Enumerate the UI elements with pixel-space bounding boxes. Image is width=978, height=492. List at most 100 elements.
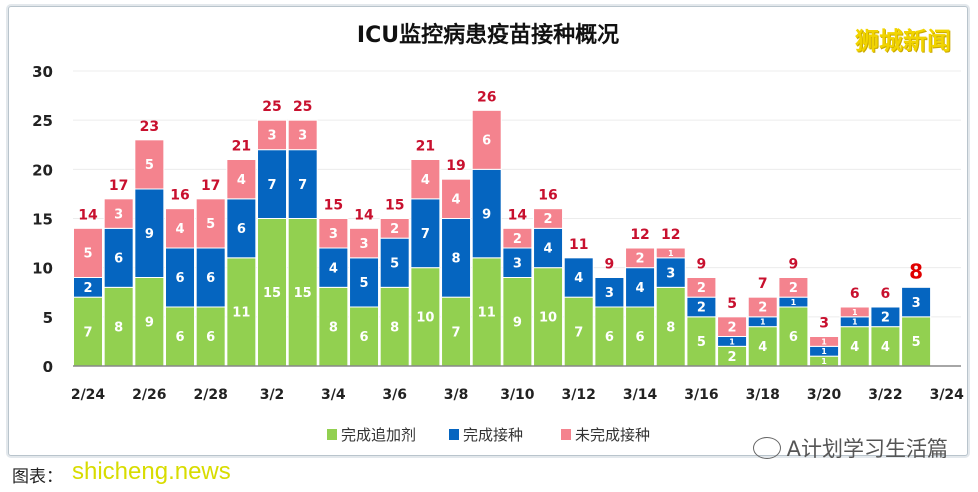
legend-label: 未完成接种	[575, 426, 650, 444]
segment-label: 7	[421, 227, 430, 242]
bar-segment-3/21-2	[839, 306, 870, 318]
x-tick-label: 3/14	[623, 387, 658, 403]
bar-segment-3/18-2	[747, 296, 778, 318]
segment-label: 7	[298, 178, 307, 193]
bar-segment-3/20-2	[809, 336, 840, 347]
segment-label: 3	[605, 286, 614, 301]
segment-label: 5	[83, 247, 92, 262]
x-tick-label: 2/28	[194, 387, 228, 403]
segment-label: 9	[145, 315, 154, 330]
segment-label: 4	[452, 193, 461, 208]
bar-segment-2/25-2	[103, 198, 134, 229]
segment-label: 3	[114, 207, 123, 222]
bar-segment-3/22-0	[870, 326, 901, 367]
segment-label: 4	[544, 242, 553, 257]
total-label: 11	[569, 237, 588, 253]
bar-segment-3/14-0	[625, 306, 656, 367]
segment-label: 2	[789, 281, 798, 296]
x-tick-label: 3/10	[500, 387, 535, 403]
total-label: 26	[477, 89, 496, 105]
bar-segment-2/25-1	[103, 227, 134, 288]
bar-segment-3/8-2	[441, 178, 472, 220]
segment-label: 6	[605, 330, 614, 345]
segment-label: 3	[912, 296, 921, 311]
segment-label: 15	[263, 286, 281, 301]
y-tick-label: 30	[32, 63, 53, 81]
segment-label: 3	[360, 237, 369, 252]
segment-label: 1	[791, 298, 797, 307]
bar-segment-3/16-2	[686, 277, 717, 298]
x-tick-label: 3/18	[746, 387, 780, 403]
bar-segment-3/14-2	[625, 247, 656, 269]
segment-label: 7	[267, 178, 276, 193]
segment-label: 4	[574, 271, 583, 286]
segment-label: 2	[390, 222, 399, 237]
segment-label: 3	[267, 129, 276, 144]
chart-title: ICU监控病患疫苗接种概况	[357, 22, 619, 48]
watermark-top-right: 狮城新闻	[855, 27, 951, 55]
segment-label: 1	[852, 308, 858, 317]
total-label: 21	[232, 139, 251, 155]
total-label: 16	[170, 188, 189, 204]
bar-segment-3/5-2	[349, 227, 380, 259]
total-label: 15	[324, 198, 343, 214]
bar-segment-3/2-1	[257, 149, 288, 220]
bar-segment-3/10-2	[502, 227, 533, 249]
bar-segment-3/3-1	[287, 149, 318, 220]
bar-segment-3/19-2	[778, 277, 809, 298]
bar-segment-3/9-0	[471, 257, 502, 367]
total-label: 15	[385, 198, 404, 214]
bar-segment-3/3-0	[287, 218, 318, 367]
bar-segment-2/27-2	[165, 208, 196, 249]
bar-segment-3/10-1	[502, 247, 533, 278]
segment-label: 6	[237, 222, 246, 237]
bar-segment-3/1-2	[226, 159, 257, 200]
bar-segment-3/17-2	[717, 316, 748, 338]
bar-segment-3/1-1	[226, 198, 257, 259]
y-tick-label: 15	[32, 211, 53, 229]
segment-label: 11	[232, 306, 250, 321]
segment-label: 2	[83, 281, 92, 296]
segment-label: 7	[574, 325, 583, 340]
total-label: 3	[819, 316, 829, 332]
bar-segment-3/9-1	[471, 168, 502, 259]
segment-label: 3	[329, 227, 338, 242]
segment-label: 5	[697, 335, 706, 350]
x-tick-label: 2/26	[132, 387, 166, 403]
chart-frame: ICU监控病患疫苗接种概况 0 5 10 15 20 25 30 7 2 5 14 8 6 3 17 9 9 5 23…	[8, 6, 968, 456]
total-label: 7	[758, 276, 768, 292]
x-tick-label: 3/12	[562, 387, 596, 403]
legend-swatch	[327, 429, 337, 440]
bar-segment-3/7-2	[410, 159, 441, 200]
y-tick-label: 25	[32, 112, 53, 130]
segment-label: 5	[360, 276, 369, 291]
segment-label: 4	[329, 261, 338, 276]
segment-label: 10	[539, 311, 557, 326]
segment-label: 3	[666, 266, 675, 281]
bar-segment-3/22-1	[870, 306, 901, 328]
segment-label: 2	[758, 301, 767, 316]
bar-segment-3/23-1	[901, 286, 932, 318]
segment-label: 9	[145, 227, 154, 242]
segment-label: 2	[544, 212, 553, 227]
bar-segment-3/6-2	[379, 218, 410, 239]
segment-label: 1	[668, 249, 674, 258]
segment-label: 4	[850, 340, 859, 355]
segment-label: 11	[478, 306, 496, 321]
total-label: 5	[727, 296, 737, 312]
segment-label: 2	[728, 350, 737, 365]
x-tick-label: 3/20	[807, 387, 842, 403]
total-label: 6	[881, 286, 891, 302]
total-label: 19	[446, 158, 465, 174]
segment-label: 1	[821, 347, 827, 356]
segment-label: 1	[729, 337, 735, 346]
chart-caption: 图表：	[12, 467, 63, 487]
legend-label: 完成接种	[463, 426, 523, 444]
segment-label: 5	[390, 256, 399, 271]
total-label: 9	[605, 257, 615, 273]
total-label: 17	[201, 178, 220, 194]
segment-label: 1	[760, 318, 766, 327]
total-label: 21	[416, 139, 435, 155]
x-tick-label: 3/24	[930, 387, 965, 403]
total-label: 9	[697, 257, 707, 273]
